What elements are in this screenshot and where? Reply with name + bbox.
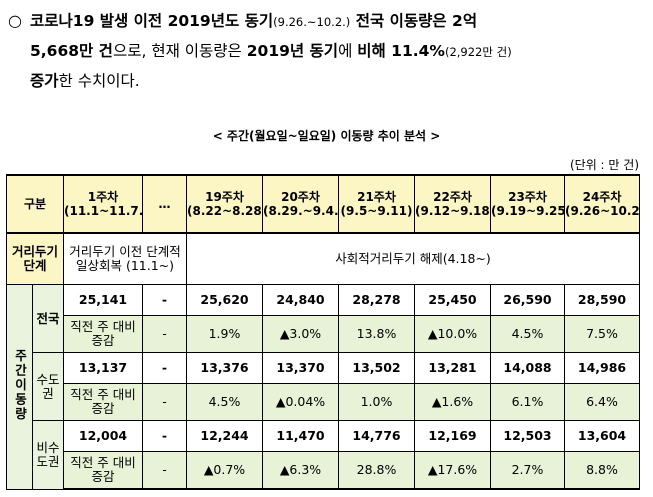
stage-after: 사회적거리두기 해제(4.18~): [186, 232, 640, 285]
change-label: 직전 주 대비 증감: [63, 383, 143, 421]
unit-label: (단위 : 만 건): [569, 158, 639, 172]
value-cell: 11,470: [262, 420, 339, 452]
change-cell: -: [142, 451, 187, 490]
change-cell: ▲10.0%: [414, 315, 491, 353]
change-cell: 6.4%: [564, 383, 640, 421]
table-row: 주간이동량 전국 25,141 - 25,620 24,840 28,278 2…: [6, 284, 640, 490]
change-cell: 4.5%: [490, 315, 565, 353]
change-cell: 7.5%: [564, 315, 640, 353]
change-cell: 28.8%: [338, 451, 415, 490]
value-cell: 12,244: [186, 420, 263, 452]
header-week-ellipsis: …: [142, 174, 187, 234]
value-cell: 13,281: [414, 352, 491, 384]
value-cell: 12,004: [63, 420, 143, 452]
value-cell: 25,450: [414, 284, 491, 316]
summary-text: 5,668만 건: [30, 42, 113, 60]
value-cell: 14,776: [338, 420, 415, 452]
value-cell: 28,278: [338, 284, 415, 316]
value-cell: -: [142, 352, 187, 384]
value-cell: 14,088: [490, 352, 565, 384]
header-week: 21주차 (9.5~9.11): [338, 174, 415, 234]
change-cell: -: [142, 383, 187, 421]
value-cell: 14,986: [564, 352, 640, 384]
table-header-row: 구분 1주차 (11.1~11.7.) … 19주차 (8.22~8.28) 20주…: [6, 174, 640, 234]
value-cell: 13,137: [63, 352, 143, 384]
region-name: 전국: [32, 284, 64, 353]
stage-row: 거리두기단계 거리두기 이전 단계적 일상회복 (11.1~) 사회적거리두기 …: [6, 232, 640, 285]
summary-text: 코로나19 발생 이전 2019년도 동기: [30, 12, 274, 30]
header-week: 19주차 (8.22~8.28): [186, 174, 263, 234]
header-week: 20주차 (8.29.~9.4.): [262, 174, 339, 234]
bullet-circle-icon: ○: [8, 11, 22, 30]
change-cell: ▲3.0%: [262, 315, 339, 353]
value-cell: 13,502: [338, 352, 415, 384]
value-cell: 13,376: [186, 352, 263, 384]
value-cell: 12,503: [490, 420, 565, 452]
change-cell: 13.8%: [338, 315, 415, 353]
change-label: 직전 주 대비 증감: [63, 315, 143, 353]
table-row: 직전 주 대비 증감 - ▲0.7% ▲6.3% 28.8% ▲17.6% 2.…: [7, 451, 640, 490]
table-row: 직전 주 대비 증감 - 4.5% ▲0.04% 1.0% ▲1.6% 6.1%…: [7, 383, 640, 421]
value-cell: 25,620: [186, 284, 263, 316]
change-cell: -: [142, 315, 187, 353]
change-label: 직전 주 대비 증감: [63, 451, 143, 490]
change-cell: 1.0%: [338, 383, 415, 421]
table-title: < 주간(월요일~일요일) 이동량 추이 분석 >: [212, 129, 441, 143]
stage-label: 거리두기단계: [6, 232, 64, 285]
table-row: 수도권 13,137 - 13,376 13,370 13,502 13,281…: [7, 352, 640, 421]
value-cell: 26,590: [490, 284, 565, 316]
table-row: 비수도권 12,004 - 12,244 11,470 14,776 12,16…: [7, 420, 640, 490]
summary-date-range: (9.26.~10.2.): [273, 15, 351, 29]
summary-text: 2019년 동기: [246, 42, 339, 60]
change-cell: ▲0.04%: [262, 383, 339, 421]
summary-text: 에: [338, 42, 358, 60]
region-name: 비수도권: [32, 420, 64, 490]
change-cell: 2.7%: [490, 451, 565, 490]
change-cell: 1.9%: [186, 315, 263, 353]
summary-line-2: 5,668만 건으로, 현재 이동량은 2019년 동기에 비해 11.4%(2…: [8, 37, 648, 67]
stage-before: 거리두기 이전 단계적 일상회복 (11.1~): [63, 232, 187, 285]
header-week: 22주차 (9.12~9.18): [414, 174, 491, 234]
change-cell: ▲6.3%: [262, 451, 339, 490]
value-cell: 25,141: [63, 284, 143, 316]
value-cell: -: [142, 284, 187, 316]
change-cell: 8.8%: [564, 451, 640, 490]
weekly-mobility-label: 주간이동량: [6, 284, 33, 490]
change-cell: ▲0.7%: [186, 451, 263, 490]
change-cell: 4.5%: [186, 383, 263, 421]
change-cell: ▲1.6%: [414, 383, 491, 421]
value-cell: 13,370: [262, 352, 339, 384]
header-category: 구분: [6, 174, 64, 234]
region-name: 수도권: [32, 352, 64, 421]
value-cell: 12,169: [414, 420, 491, 452]
value-cell: -: [142, 420, 187, 452]
summary-line-1: ○ 코로나19 발생 이전 2019년도 동기(9.26.~10.2.) 전국 이…: [8, 6, 648, 37]
summary-text: 비해 11.4%: [357, 42, 445, 60]
summary-paragraph: ○ 코로나19 발생 이전 2019년도 동기(9.26.~10.2.) 전국 이…: [8, 6, 648, 96]
table-row: 직전 주 대비 증감 - 1.9% ▲3.0% 13.8% ▲10.0% 4.5…: [7, 315, 640, 353]
summary-text: 한 수치이다.: [58, 72, 140, 90]
summary-text: 전국 이동량은 2억: [350, 12, 478, 30]
value-cell: 24,840: [262, 284, 339, 316]
header-week: 23주차 (9.19~9.25): [490, 174, 565, 234]
header-week: 24주차 (9.26~10.2): [564, 174, 640, 234]
summary-amount: (2,922만 건): [444, 45, 512, 59]
summary-text: 증가: [30, 72, 59, 90]
header-week: 1주차 (11.1~11.7.): [63, 174, 143, 234]
value-cell: 13,604: [564, 420, 640, 452]
change-cell: ▲17.6%: [414, 451, 491, 490]
summary-text: 으로, 현재 이동량은: [112, 42, 247, 60]
change-cell: 6.1%: [490, 383, 565, 421]
value-cell: 28,590: [564, 284, 640, 316]
summary-line-3: 증가한 수치이다.: [8, 67, 648, 96]
mobility-table: 구분 1주차 (11.1~11.7.) … 19주차 (8.22~8.28) 20주…: [6, 174, 640, 490]
